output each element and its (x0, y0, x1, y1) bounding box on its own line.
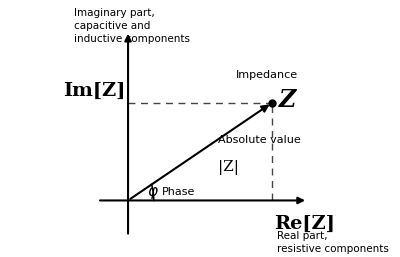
Text: Re[Z]: Re[Z] (274, 215, 336, 233)
Text: Real part,
resistive components: Real part, resistive components (277, 231, 389, 254)
Text: Imaginary part,
capacitive and
inductive components: Imaginary part, capacitive and inductive… (74, 8, 190, 44)
Text: Im[Z]: Im[Z] (63, 82, 126, 100)
Text: Absolute value: Absolute value (218, 135, 300, 145)
Text: Phase: Phase (162, 187, 196, 197)
Text: φ: φ (147, 184, 157, 199)
Text: Z: Z (278, 88, 296, 112)
Text: Impedance: Impedance (236, 70, 298, 80)
Text: |Z|: |Z| (218, 160, 239, 175)
